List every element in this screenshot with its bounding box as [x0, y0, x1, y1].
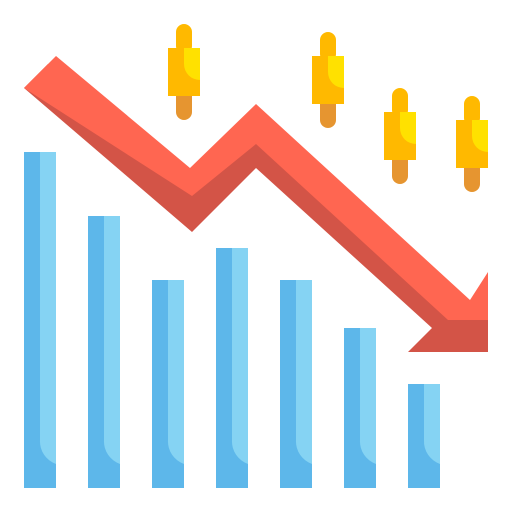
bar-7: [408, 384, 440, 488]
bar-4: [216, 248, 248, 488]
down-trend-arrow-icon: [24, 56, 488, 352]
bar-6: [344, 328, 376, 488]
bar-5: [280, 280, 312, 488]
bar-2: [88, 216, 120, 488]
candle-1-icon: [168, 24, 200, 120]
bar-1: [24, 152, 56, 488]
candle-2-icon: [312, 32, 344, 128]
candle-3-icon: [384, 88, 416, 184]
bar-3: [152, 280, 184, 488]
candle-4-icon: [456, 96, 488, 192]
bar-chart-group: [24, 152, 440, 488]
